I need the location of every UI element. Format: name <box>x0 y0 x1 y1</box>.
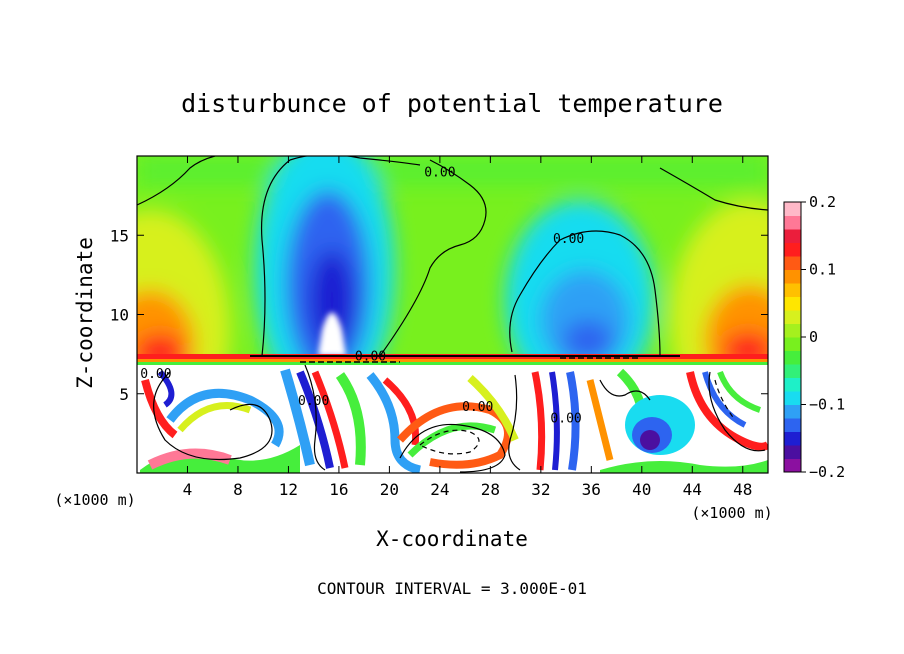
colorbar-swatch <box>784 229 801 243</box>
contour-ridge <box>379 159 487 357</box>
contour-label: 0.00 <box>424 166 455 181</box>
colorbar-swatch <box>784 283 801 297</box>
contour-upper-right <box>659 167 768 211</box>
x-tick-label: 24 <box>430 480 449 499</box>
colorbar-tick-label: −0.2 <box>809 463 845 481</box>
contour-label: 0.00 <box>553 232 584 247</box>
y-tick-label: 15 <box>110 226 129 245</box>
colorbar-swatch <box>784 256 801 270</box>
contour-lower-c-dashed <box>419 429 480 455</box>
contour-label: 0.00 <box>550 411 581 426</box>
colorbar-swatch <box>784 364 801 378</box>
colorbar-swatch <box>784 202 801 216</box>
colorbar-swatch <box>784 445 801 459</box>
x-tick-label: 32 <box>531 480 550 499</box>
colorbar-swatch <box>784 377 801 392</box>
y-unit-label: (×1000 m) <box>54 491 135 509</box>
x-tick-label: 12 <box>279 480 298 499</box>
colorbar-swatch <box>784 418 801 432</box>
colorbar-tick-label: 0.1 <box>809 261 836 279</box>
x-tick-label: 48 <box>733 480 752 499</box>
contour-label: 0.00 <box>355 349 386 364</box>
colorbar-swatch <box>784 296 801 311</box>
y-tick-label: 5 <box>119 385 129 404</box>
colorbar-swatch <box>784 337 801 351</box>
plot-area: 0.00 0.00 0.00 0.00 0.00 0.00 0.00 <box>136 155 769 474</box>
x-tick-label: 28 <box>481 480 500 499</box>
contour-label: 0.00 <box>140 367 171 382</box>
contour-label: 0.00 <box>298 394 329 409</box>
colorbar-swatch <box>784 404 801 419</box>
colorbar-swatch <box>784 242 801 257</box>
colorbar-swatch <box>784 431 801 446</box>
contour-lower-a <box>153 371 273 461</box>
colorbar-swatch <box>784 350 801 365</box>
x-tick-label: 44 <box>683 480 702 499</box>
colorbar-swatch <box>784 310 801 324</box>
contour-upper-left <box>137 156 216 206</box>
contour-lower-c <box>399 423 506 473</box>
cold-anomaly-a-peak <box>318 312 346 356</box>
lower-layer-swirls <box>140 368 768 473</box>
x-tick-label: 4 <box>183 480 193 499</box>
y-axis: 5 10 15 <box>110 226 768 404</box>
contour-lower-b <box>304 364 326 471</box>
x-unit-label: (×1000 m) <box>691 504 772 522</box>
contour-label: 0.00 <box>462 400 493 415</box>
contour-interval-note: CONTOUR INTERVAL = 3.000E-01 <box>317 579 587 598</box>
x-tick-label: 40 <box>632 480 651 499</box>
contour-lower-e <box>599 379 651 401</box>
y-axis-label: Z-coordinate <box>73 237 97 389</box>
colorbar-swatch <box>784 323 801 338</box>
cold-anomaly-b-core <box>563 320 613 360</box>
contour-lines <box>137 156 768 473</box>
contour-labels: 0.00 0.00 0.00 0.00 0.00 0.00 0.00 <box>140 166 584 427</box>
y-tick-label: 10 <box>110 306 129 325</box>
chart-title: disturbunce of potential temperature <box>181 89 723 118</box>
x-tick-label: 36 <box>582 480 601 499</box>
x-tick-label: 20 <box>380 480 399 499</box>
contour-lower-f <box>708 371 766 452</box>
contour-lower-f-dashed <box>714 379 736 421</box>
x-tick-label: 8 <box>233 480 243 499</box>
x-axis: 4 8 12 16 20 24 28 32 36 40 44 48 <box>183 156 752 499</box>
colorbar-swatch <box>784 391 801 405</box>
colorbar-swatch <box>784 269 801 284</box>
x-axis-label: X-coordinate <box>376 527 528 551</box>
contour-cold-b <box>509 230 661 357</box>
colorbar-tick-label: −0.1 <box>809 396 845 414</box>
x-tick-label: 16 <box>329 480 348 499</box>
colorbar-swatch <box>784 215 801 230</box>
colorbar-tick-label: 0 <box>809 328 818 346</box>
contour-lower-d <box>508 374 521 471</box>
colorbar-tick-label: 0.2 <box>809 193 836 211</box>
contour-interface-dashed <box>300 357 640 363</box>
colorbar: 0.2 0.1 0 −0.1 −0.2 <box>783 193 845 481</box>
contour-cold-a <box>260 156 421 357</box>
cold-anomaly-a-core <box>310 250 354 350</box>
colorbar-swatch <box>784 458 801 473</box>
